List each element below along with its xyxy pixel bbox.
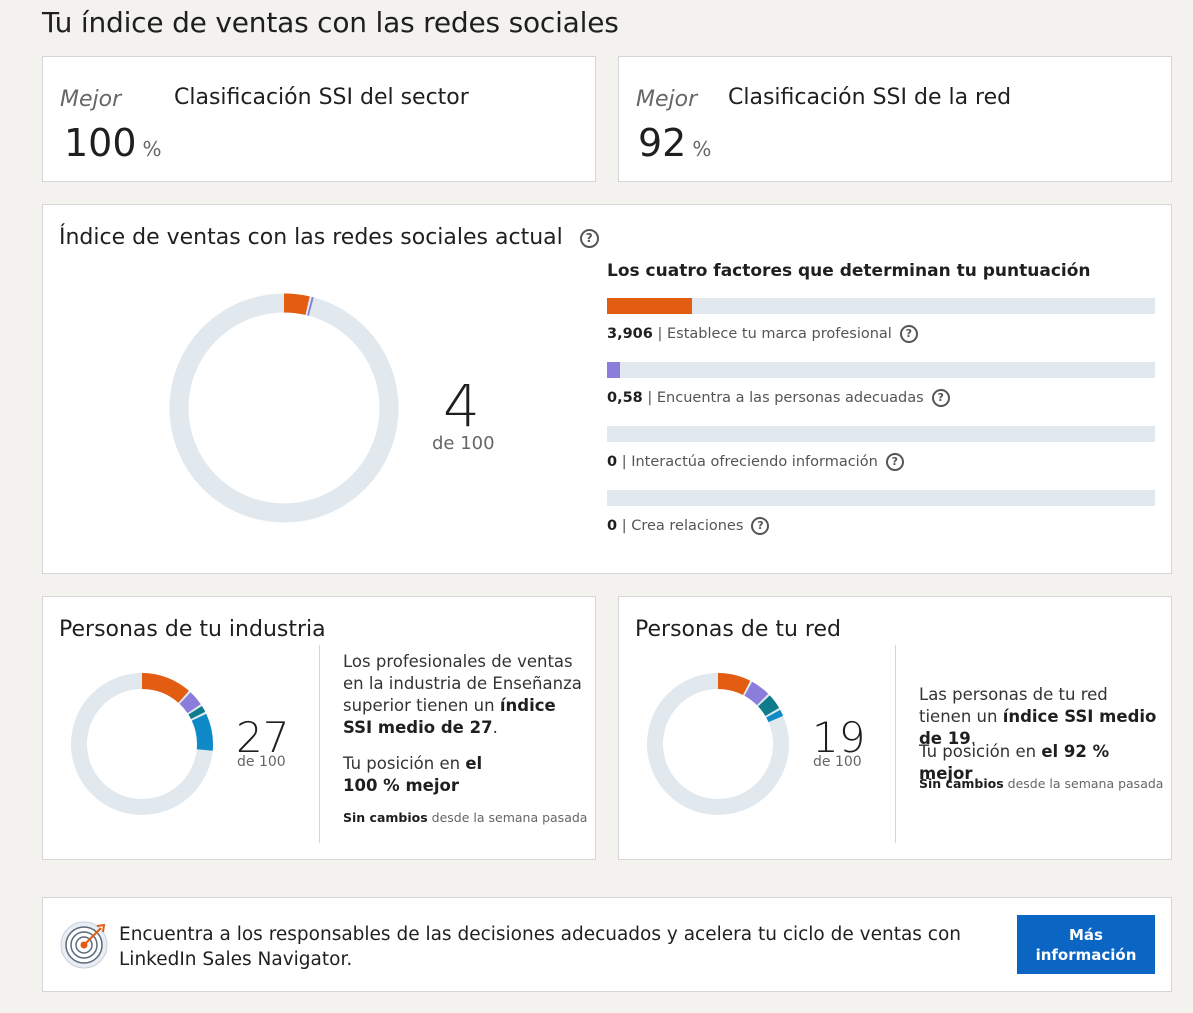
factors-title: Los cuatro factores que determinan tu pu… [607, 261, 1091, 281]
factor-name: Crea relaciones [631, 518, 744, 534]
factor-bar-fill-brand [607, 298, 693, 314]
factor-name: Interactúa ofreciendo información [631, 454, 878, 470]
industry-change: Sin cambios desde la semana pasada [343, 810, 588, 825]
ssi-donut [169, 293, 399, 523]
factor-help-icon[interactable]: ? [751, 517, 770, 535]
sector-rank-value: 100 [64, 121, 137, 165]
ssi-title: Índice de ventas con las redes sociales … [59, 225, 563, 250]
factor-bar-fill-people [607, 362, 620, 378]
network-out-of: de 100 [813, 754, 862, 770]
ssi-donut-track [169, 293, 399, 523]
network-score: 19 [812, 713, 866, 762]
factor-value: 0 [607, 454, 618, 470]
sector-rank-unit: % [142, 137, 162, 161]
network-change: Sin cambios desde la semana pasada [919, 776, 1164, 791]
factor-bar-people [607, 362, 1155, 378]
network-rank-value: 92 [638, 121, 687, 165]
target-icon [60, 921, 108, 969]
page-title: Tu índice de ventas con las redes social… [42, 6, 619, 39]
network-rank-unit: % [692, 137, 712, 161]
factor-name: Encuentra a las personas adecuadas [656, 390, 924, 406]
sales-navigator-promo: Encuentra a los responsables de las deci… [42, 897, 1172, 992]
industry-description: Los profesionales de ventas en la indust… [343, 652, 582, 737]
network-rank-value-wrap: 92% [638, 121, 711, 165]
ssi-out-of: de 100 [432, 433, 495, 454]
industry-title: Personas de tu industria [59, 617, 326, 642]
network-donut-segment-0 [647, 673, 789, 815]
factor-bar-brand [607, 298, 1155, 314]
factor-help-icon[interactable]: ? [899, 325, 918, 343]
factor-name: Establece tu marca profesional [666, 326, 892, 342]
more-info-button[interactable]: Más información [1017, 915, 1155, 974]
network-position: Tu posición en el 92 % mejor [919, 742, 1110, 783]
industry-donut [71, 673, 213, 815]
industry-donut-segment-3 [71, 673, 213, 815]
factor-label-people: 0,58 | Encuentra a las personas adecuada… [607, 389, 950, 407]
ssi-card: Índice de ventas con las redes sociales … [42, 204, 1172, 574]
network-donut [647, 673, 789, 815]
factor-label-relationships: 0 | Crea relaciones? [607, 517, 770, 535]
sector-rank-card: Mejor Clasificación SSI del sector 100% [42, 56, 596, 182]
sector-rank-label: Clasificación SSI del sector [174, 85, 469, 110]
network-rank-label: Clasificación SSI de la red [728, 85, 1012, 110]
industry-divider [319, 645, 320, 843]
factor-value: 0,58 [607, 390, 643, 406]
network-title: Personas de tu red [635, 617, 841, 642]
promo-text: Encuentra a los responsables de las deci… [119, 924, 962, 970]
network-card: Personas de tu red 19 de 100 Las persona… [618, 596, 1172, 860]
network-description: Las personas de tu red tienen un índice … [919, 685, 1157, 748]
factor-label-brand: 3,906 | Establece tu marca profesional? [607, 325, 918, 343]
ssi-help-icon[interactable]: ? [579, 228, 599, 248]
ssi-score: 4 [443, 372, 480, 440]
factor-help-icon[interactable]: ? [931, 389, 950, 407]
industry-position: Tu posición en el 100 % mejor [343, 754, 483, 795]
factor-help-icon[interactable]: ? [885, 453, 904, 471]
industry-card: Personas de tu industria 27 de 100 Los p… [42, 596, 596, 860]
factor-bar-insights [607, 426, 1155, 442]
network-rank-card: Mejor Clasificación SSI de la red 92% [618, 56, 1172, 182]
factor-label-insights: 0 | Interactúa ofreciendo información? [607, 453, 904, 471]
industry-out-of: de 100 [237, 754, 286, 770]
network-rank-best: Mejor [636, 87, 698, 112]
factor-value: 0 [607, 518, 618, 534]
ssi-title-row: Índice de ventas con las redes sociales … [59, 225, 599, 250]
factor-value: 3,906 [607, 326, 653, 342]
factor-bar-relationships [607, 490, 1155, 506]
sector-rank-best: Mejor [60, 87, 122, 112]
network-divider [895, 645, 896, 843]
sector-rank-value-wrap: 100% [64, 121, 162, 165]
ssi-donut-segment-0 [169, 293, 399, 523]
industry-donut-segment-0 [71, 673, 213, 815]
industry-score: 27 [236, 713, 290, 762]
